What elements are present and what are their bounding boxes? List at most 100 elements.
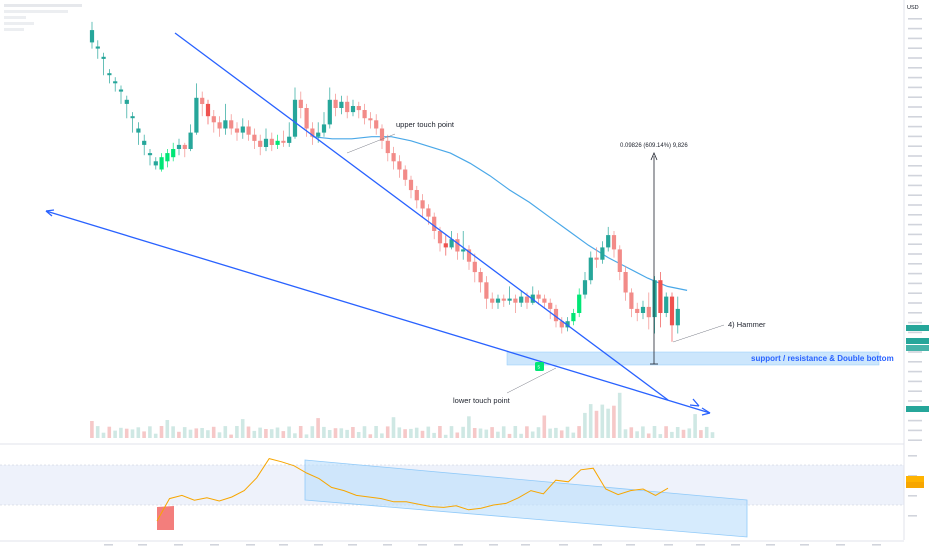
volume-bar (571, 432, 576, 438)
volume-bar (600, 404, 605, 438)
volume-bar (670, 431, 674, 438)
price-scale-tick (908, 429, 922, 432)
volume-bar (194, 428, 199, 438)
price-scale-tick (908, 47, 922, 49)
lower-trendline[interactable] (45, 210, 711, 414)
candle-body (176, 144, 182, 149)
volume-bar (449, 426, 454, 438)
candle-body (397, 161, 402, 170)
volume-bar (310, 426, 315, 438)
price-scale-tick (908, 243, 922, 245)
volume-bar (293, 433, 297, 438)
candle-body (437, 231, 443, 244)
rsi-oversold-fill (157, 506, 174, 530)
candle-body (287, 136, 292, 143)
price-scale-tick (908, 76, 922, 79)
volume-bar (304, 434, 309, 438)
candle-body (449, 239, 454, 248)
candle-body (269, 138, 274, 145)
volume-bar (177, 431, 181, 438)
candle-body (362, 110, 367, 119)
volume-bar (182, 427, 187, 438)
volume-bar (583, 412, 587, 438)
time-axis-tick (836, 544, 845, 546)
volume-bar (536, 427, 541, 438)
rsi-channel[interactable] (304, 459, 748, 538)
time-axis-tick (383, 544, 392, 546)
time-axis-tick (766, 544, 775, 546)
candle-body (130, 116, 135, 119)
time-axis-tick (626, 544, 635, 546)
price-scale-tick (908, 282, 922, 285)
volume-bar (519, 433, 523, 438)
volume-bar (646, 433, 651, 438)
volume-bar (443, 434, 448, 438)
candle-body (391, 153, 396, 162)
candle-body (339, 101, 344, 108)
candle-body (263, 138, 269, 147)
price-tag-ma-2 (906, 345, 929, 351)
time-axis-tick (246, 544, 255, 546)
volume-bar (206, 430, 210, 438)
candle-body (507, 298, 512, 301)
volume-bar (577, 426, 581, 438)
candle-body (675, 308, 680, 326)
moving-average-line (312, 136, 688, 291)
candle-body (420, 200, 425, 209)
price-scale-tick (908, 204, 922, 206)
price-pane[interactable] (0, 0, 904, 443)
candle-body (414, 190, 419, 201)
candle-body (321, 124, 327, 133)
volume-bar (95, 426, 100, 438)
volume-bar (113, 430, 117, 438)
volume-bar (490, 427, 494, 438)
price-scale-tick (908, 194, 922, 196)
volume-bar (136, 427, 141, 438)
candle-body (281, 140, 286, 143)
candle-body (159, 157, 164, 170)
candle-body (136, 128, 141, 133)
rsi-scale-tick (908, 455, 917, 457)
price-scale-tick (908, 155, 922, 157)
volume-bar (472, 428, 477, 438)
price-scale-ticks (908, 18, 922, 517)
time-axis-tick (314, 544, 323, 546)
price-scale-tick (908, 86, 922, 89)
price-scale-tick (908, 214, 922, 216)
signal-marker[interactable] (535, 362, 544, 371)
measure-arrow-head (650, 151, 658, 161)
candle-body (466, 249, 472, 262)
volume-bar (687, 428, 692, 438)
candle-body (211, 116, 216, 123)
volume-bar (397, 427, 402, 438)
price-scale-tick (908, 292, 922, 294)
candle-body (142, 140, 147, 145)
volume-bar (710, 432, 715, 438)
candle-body (229, 120, 234, 129)
volume-bar (409, 428, 413, 438)
candle-body (513, 298, 518, 303)
volume-bar (530, 431, 535, 438)
volume-bar (612, 405, 616, 438)
volume-bar (235, 426, 239, 438)
candle-body (234, 128, 240, 133)
candle-body (316, 132, 321, 137)
volume-bar (339, 428, 344, 438)
candle-body (89, 30, 95, 43)
price-scale-tick (908, 361, 922, 363)
volume-bar (322, 426, 326, 438)
price-scale-tick (908, 351, 922, 353)
time-axis-tick (454, 544, 463, 546)
candle-body (200, 97, 205, 104)
volume-bar (606, 408, 610, 438)
candle-body (559, 321, 564, 328)
upper-trendline[interactable] (174, 32, 669, 401)
volume-bar (380, 433, 384, 438)
price-scale-tick (908, 380, 922, 383)
candle-body (588, 257, 593, 281)
candle-body (304, 108, 309, 129)
volume-bar (107, 426, 112, 438)
support-zone[interactable] (506, 351, 880, 366)
hammer-label: 4) Hammer (728, 320, 766, 329)
